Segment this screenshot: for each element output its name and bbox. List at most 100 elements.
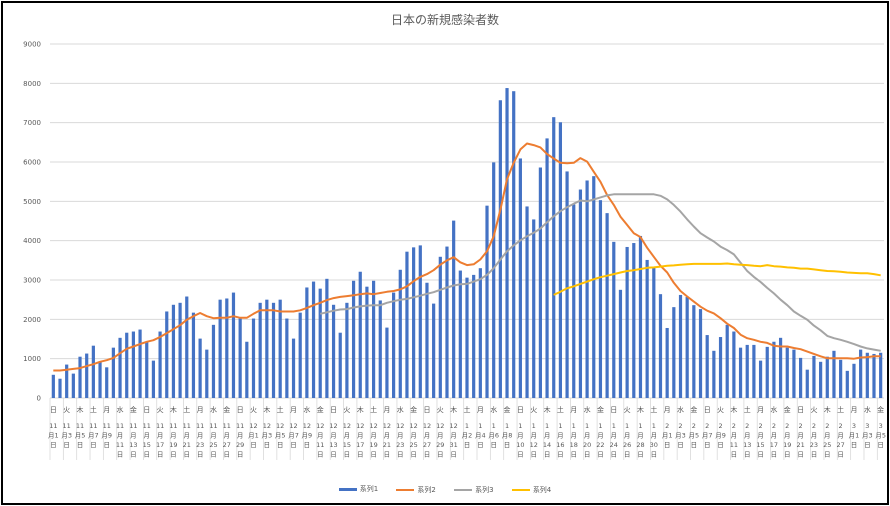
bar <box>231 292 236 398</box>
line-series-4 <box>553 262 881 296</box>
bar <box>518 158 522 398</box>
x-tick-label: 12 月3 日 <box>262 422 273 449</box>
bar <box>51 374 55 398</box>
bar <box>85 353 89 398</box>
bar <box>819 361 823 398</box>
y-tick-label: 3000 <box>23 277 41 285</box>
bar <box>418 245 422 398</box>
bar <box>605 213 609 398</box>
bar <box>825 356 829 398</box>
bar <box>338 332 342 398</box>
x-tick-label: 1 月 26 日 <box>623 422 631 459</box>
legend-label: 系列3 <box>475 485 494 494</box>
x-tick-label: 1 月 16 日 <box>556 422 564 459</box>
bar <box>78 356 82 398</box>
x-tick-label: 12 月9 日 <box>302 422 313 449</box>
x-tick-weekday: 水 <box>117 405 124 414</box>
bar <box>585 180 589 398</box>
bar <box>465 277 469 398</box>
bar <box>318 288 322 398</box>
bar <box>225 298 229 398</box>
bar <box>839 359 843 398</box>
x-tick-label: 1 月4 日 <box>475 422 486 449</box>
y-tick-label: 2000 <box>23 316 41 324</box>
x-tick-weekday: 土 <box>464 405 471 414</box>
y-tick-label: 8000 <box>23 80 41 88</box>
x-tick-label: 12 月 11 日 <box>316 422 324 459</box>
x-tick-weekday: 土 <box>183 405 190 414</box>
bar <box>265 299 269 398</box>
x-tick-label: 12 月 31 日 <box>450 422 458 459</box>
x-tick-weekday: 金 <box>410 405 417 414</box>
x-tick-label: 1 月6 日 <box>488 422 499 449</box>
bar <box>525 206 529 398</box>
bar <box>171 304 176 398</box>
bar <box>238 318 242 398</box>
x-tick-weekday: 月 <box>103 406 110 414</box>
x-tick-label: 11 月 17 日 <box>156 422 164 459</box>
x-tick-weekday: 金 <box>317 405 324 414</box>
y-tick-label: 7000 <box>23 119 41 127</box>
bar <box>58 378 62 398</box>
bar <box>351 280 356 398</box>
x-tick-label: 1 月8 日 <box>502 422 513 449</box>
bar <box>158 331 162 398</box>
x-tick-label: 2 月 19 日 <box>783 422 791 459</box>
x-tick-label: 3 月5 日 <box>875 422 886 449</box>
x-tick-weekday: 木 <box>824 405 831 414</box>
bar <box>91 345 95 398</box>
bar <box>305 287 309 398</box>
bar <box>692 305 696 398</box>
bar <box>138 329 142 398</box>
bar <box>191 312 196 398</box>
bar <box>558 122 563 399</box>
y-tick-label: 5000 <box>23 198 41 206</box>
x-tick-weekday: 水 <box>490 405 497 414</box>
bar <box>131 331 135 398</box>
bar <box>552 117 556 398</box>
bar <box>859 349 863 398</box>
legend: 系列1 系列2 系列3 系列4 <box>0 484 890 495</box>
bar <box>738 347 743 398</box>
x-tick-weekday: 水 <box>677 405 684 414</box>
x-tick-weekday: 火 <box>717 406 724 414</box>
bar <box>325 278 329 398</box>
legend-label: 系列2 <box>417 485 436 494</box>
bar <box>732 331 736 398</box>
bar <box>832 350 836 398</box>
x-tick-label: 12 月 29 日 <box>436 422 444 459</box>
bar <box>625 246 629 398</box>
bar <box>258 302 262 398</box>
x-tick-label: 1 月 22 日 <box>596 422 604 459</box>
bar <box>672 307 676 398</box>
x-tick-weekday: 木 <box>730 405 737 414</box>
x-tick-weekday: 金 <box>690 405 697 414</box>
x-tick-label: 11 月 15 日 <box>143 422 151 459</box>
x-tick-weekday: 月 <box>477 406 484 414</box>
x-tick-label: 12 月 25 日 <box>409 422 417 459</box>
x-tick-weekday: 木 <box>170 405 177 414</box>
x-tick-weekday: 火 <box>343 406 350 414</box>
x-tick-weekday: 金 <box>130 405 137 414</box>
bar <box>412 247 416 398</box>
x-tick-label: 1 月 14 日 <box>543 422 551 459</box>
bar <box>765 346 769 398</box>
bar <box>845 370 849 398</box>
x-tick-label: 11 月 13 日 <box>129 422 137 459</box>
x-tick-label: 1 月 12 日 <box>530 422 538 459</box>
bar <box>298 312 302 398</box>
x-tick-label: 2 月1 日 <box>662 422 673 449</box>
x-tick-weekday: 金 <box>597 405 604 414</box>
x-tick-label: 12 月 15 日 <box>343 422 351 459</box>
bar <box>538 167 542 398</box>
bar <box>205 349 209 398</box>
bar <box>879 352 883 398</box>
y-tick-label: 1000 <box>23 355 41 363</box>
x-tick-weekday: 土 <box>90 405 97 414</box>
y-tick-label: 6000 <box>23 159 41 167</box>
x-tick-label: 12 月 27 日 <box>423 422 431 459</box>
legend-swatch <box>396 488 415 491</box>
bar <box>331 304 336 398</box>
